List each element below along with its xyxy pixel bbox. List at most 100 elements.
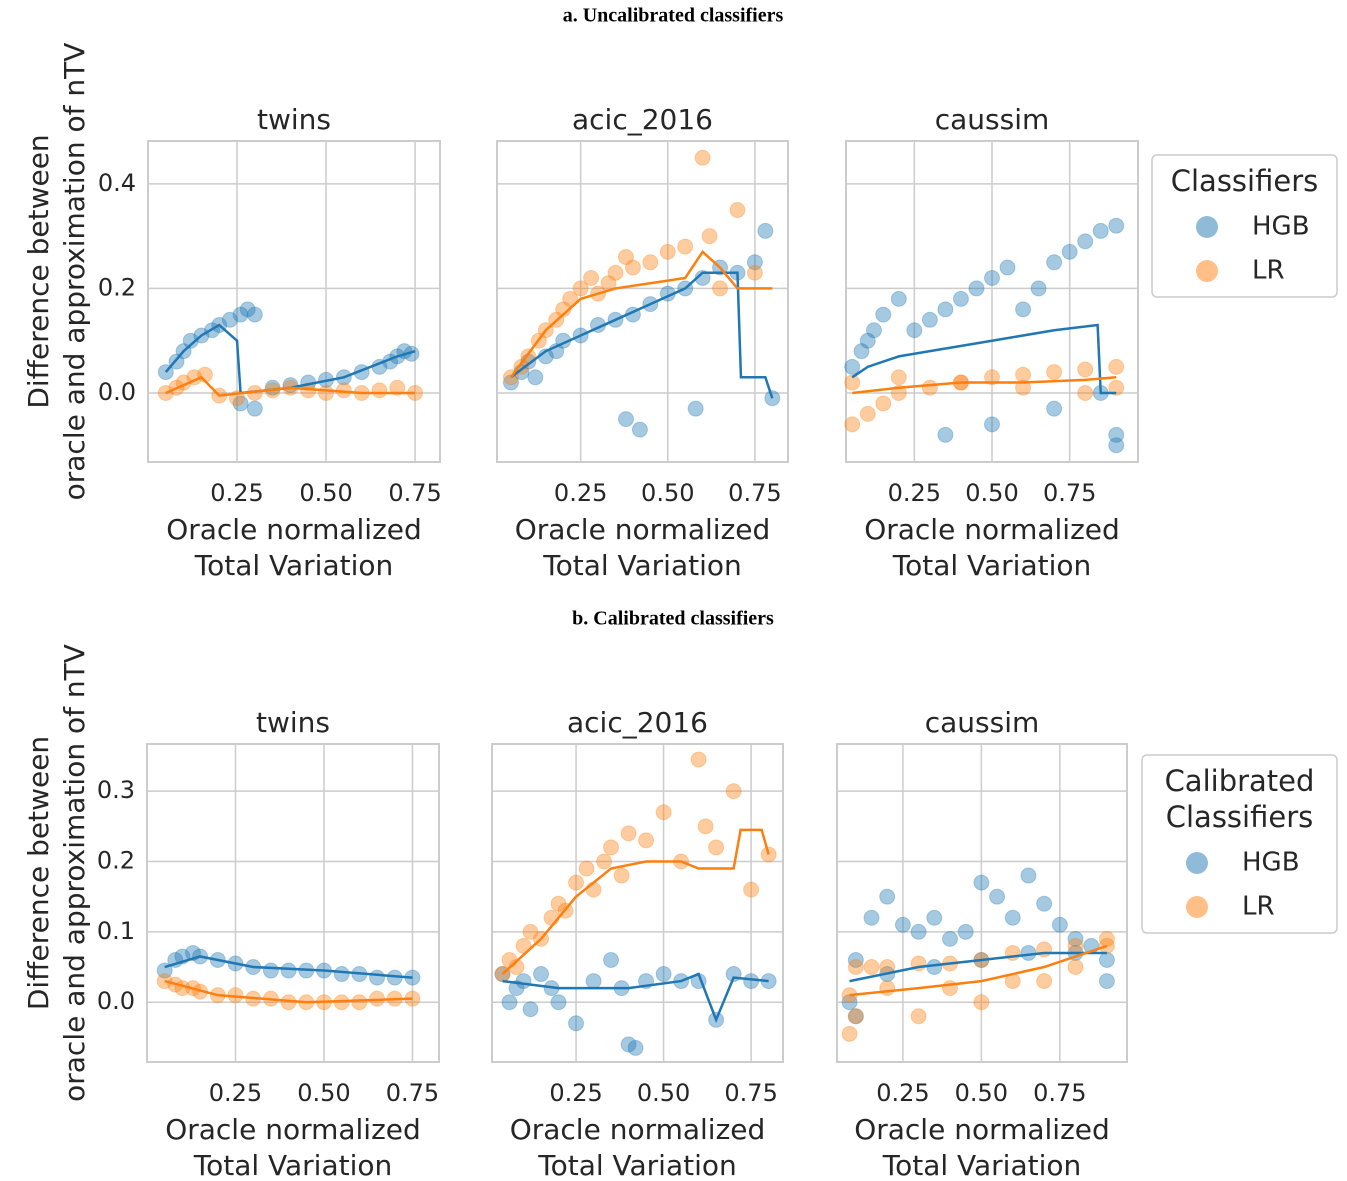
point — [389, 379, 406, 396]
panel-title: caussim — [935, 103, 1050, 136]
point — [847, 959, 864, 976]
point — [543, 909, 560, 926]
legend-marker — [1186, 896, 1208, 918]
point — [853, 343, 870, 360]
point — [246, 400, 263, 417]
point — [890, 369, 907, 386]
point — [694, 149, 711, 166]
x-axis-label: Oracle normalized — [854, 1113, 1110, 1146]
point — [973, 994, 990, 1011]
point — [921, 379, 938, 396]
point — [369, 969, 386, 986]
point — [1015, 379, 1032, 396]
legend-title: Calibrated — [1165, 764, 1315, 798]
panel-title: twins — [257, 103, 331, 136]
point — [550, 895, 567, 912]
legend-title: Classifiers — [1171, 164, 1319, 198]
trend-line — [164, 979, 413, 1004]
point — [232, 395, 249, 412]
point — [1067, 959, 1084, 976]
x-tick-label: 0.75 — [1043, 479, 1096, 507]
x-axis-label: Oracle normalized — [166, 513, 422, 546]
point — [1046, 400, 1063, 417]
point — [890, 290, 907, 307]
point — [859, 332, 876, 349]
point — [844, 374, 861, 391]
point — [1067, 930, 1084, 947]
point — [1098, 951, 1115, 968]
point — [1108, 379, 1125, 396]
point — [937, 301, 954, 318]
x-axis-label: Total Variation — [194, 549, 394, 582]
point — [1067, 937, 1084, 954]
y-axis-label: Difference between — [22, 134, 55, 408]
x-tick-label: 0.50 — [955, 1079, 1008, 1107]
x-axis-label: Total Variation — [542, 549, 742, 582]
point — [968, 280, 985, 297]
plot-frame — [836, 743, 1128, 1063]
x-tick-label: 0.50 — [297, 1079, 350, 1107]
point — [875, 306, 892, 323]
x-tick-label: 0.25 — [876, 1079, 929, 1107]
point — [1108, 426, 1125, 443]
point — [221, 311, 238, 328]
point — [239, 301, 256, 318]
point — [182, 332, 199, 349]
point — [1036, 895, 1053, 912]
x-tick-label: 0.50 — [965, 479, 1018, 507]
point — [712, 280, 729, 297]
point — [501, 994, 518, 1011]
point — [1046, 254, 1063, 271]
point — [697, 818, 714, 835]
legend-label: LR — [1252, 256, 1285, 286]
y-tick-label: 0.1 — [97, 917, 135, 945]
point — [617, 249, 634, 266]
point — [847, 951, 864, 968]
legend-title: Classifiers — [1166, 800, 1314, 834]
trend-line — [164, 323, 416, 395]
point — [841, 1025, 858, 1042]
panel-title: acic_2016 — [567, 706, 708, 739]
point — [620, 825, 637, 842]
x-tick-label: 0.75 — [388, 479, 441, 507]
point — [677, 238, 694, 255]
point — [583, 269, 600, 286]
point — [655, 804, 672, 821]
panel-title: caussim — [925, 706, 1040, 739]
x-tick-label: 0.25 — [554, 479, 607, 507]
point — [757, 222, 774, 239]
section-title: a. Uncalibrated classifiers — [563, 5, 784, 27]
x-tick-label: 0.75 — [724, 1079, 777, 1107]
plot-frame — [845, 140, 1139, 463]
point — [906, 322, 923, 339]
point — [844, 358, 861, 375]
trend-line — [509, 249, 773, 379]
point — [863, 959, 880, 976]
point — [631, 421, 648, 438]
point — [687, 400, 704, 417]
point — [1004, 909, 1021, 926]
point — [603, 951, 620, 968]
point — [515, 973, 532, 990]
point — [984, 416, 1000, 433]
plot-frame — [147, 140, 441, 463]
point — [659, 243, 676, 260]
x-axis-label: Oracle normalized — [510, 1113, 766, 1146]
point — [1108, 437, 1125, 454]
point — [844, 416, 861, 433]
point — [333, 966, 350, 983]
x-tick-label: 0.75 — [728, 479, 781, 507]
trend-line — [502, 972, 769, 1024]
point — [522, 923, 539, 940]
point — [879, 888, 896, 905]
x-tick-label: 0.50 — [637, 1079, 690, 1107]
point — [351, 994, 368, 1011]
legend-label: HGB — [1252, 212, 1310, 242]
point — [617, 411, 634, 428]
x-axis-label: Oracle normalized — [864, 513, 1120, 546]
point — [1030, 280, 1047, 297]
point — [638, 832, 655, 849]
y-tick-label: 0.0 — [97, 987, 135, 1015]
point — [613, 867, 630, 884]
point — [746, 264, 763, 281]
